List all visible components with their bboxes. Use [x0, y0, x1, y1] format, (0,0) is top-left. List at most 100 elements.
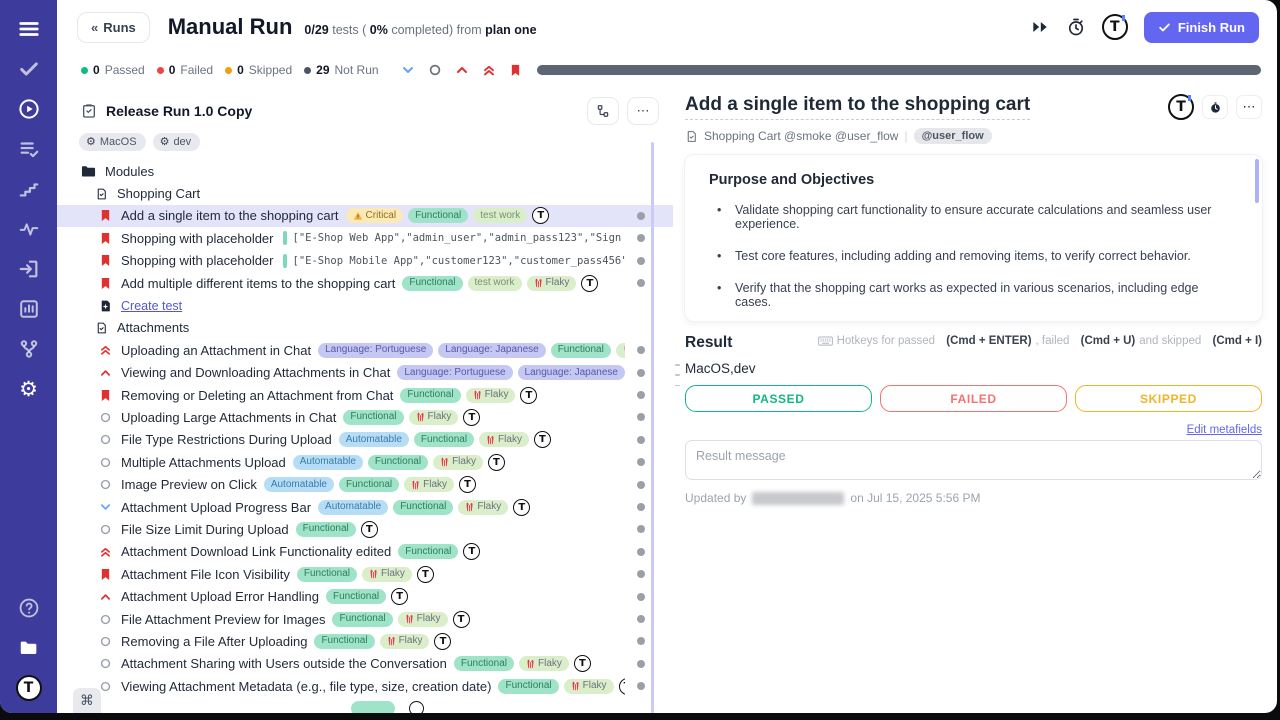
description-scrollbar[interactable] [1255, 159, 1259, 203]
settings-gear-icon[interactable]: ⚙ [19, 377, 38, 401]
reports-chart-icon[interactable] [16, 296, 42, 322]
pulse-icon[interactable] [16, 216, 42, 242]
testomat-badge-icon[interactable]: T [416, 565, 434, 583]
timer-icon[interactable] [1066, 17, 1086, 37]
testomat-badge-icon[interactable]: T [463, 543, 481, 561]
help-icon[interactable] [16, 595, 42, 621]
create-test-link[interactable]: Create test [121, 298, 183, 313]
test-row[interactable]: Attachment Upload Progress Bar Automatabl… [57, 496, 673, 518]
row-drag-dot[interactable] [637, 413, 645, 422]
testomat-badge-icon[interactable]: T [532, 207, 550, 225]
testomat-badge-icon[interactable]: T [513, 498, 531, 516]
import-icon[interactable] [16, 256, 42, 282]
test-row[interactable]: Viewing Attachment Metadata (e.g., file … [57, 675, 673, 697]
filter-double-chevron-up-icon[interactable] [482, 63, 496, 77]
row-drag-dot[interactable] [637, 346, 645, 355]
row-drag-dot[interactable] [637, 525, 645, 534]
row-drag-dot[interactable] [637, 615, 645, 623]
test-row[interactable]: Attachment Download Link Functionality e… [57, 541, 673, 563]
plans-list-icon[interactable] [16, 136, 42, 162]
row-drag-dot[interactable] [637, 458, 645, 467]
edit-metafields-link[interactable]: Edit metafields [1186, 424, 1262, 436]
tag-macos[interactable]: ⚙ MacOS [79, 133, 146, 151]
test-row[interactable]: Uploading an Attachment in Chat Language:… [57, 339, 673, 361]
row-drag-dot[interactable] [637, 637, 645, 646]
test-more-button[interactable]: ⋯ [1236, 95, 1262, 119]
testomat-badge-icon[interactable]: T [360, 520, 378, 538]
ai-assistant-logo[interactable]: T [1101, 14, 1128, 40]
testomat-badge-icon[interactable]: T [533, 431, 551, 449]
row-drag-dot[interactable] [637, 391, 645, 400]
row-drag-dot[interactable] [637, 592, 645, 601]
test-row[interactable]: Viewing and Downloading Attachments in C… [57, 362, 673, 384]
filter-chevron-down-icon[interactable] [401, 63, 415, 77]
row-drag-dot[interactable] [637, 570, 645, 579]
test-row[interactable]: Attachment File Icon Visibility Functiona… [57, 563, 673, 585]
run-more-button[interactable]: ⋯ [627, 97, 659, 125]
test-row[interactable]: Multiple Attachments Upload Automatable Fu… [57, 451, 673, 473]
testomat-badge-icon[interactable]: T [487, 453, 505, 471]
test-breadcrumb[interactable]: Shopping Cart @smoke @user_flow [704, 129, 899, 143]
row-drag-dot[interactable] [637, 234, 645, 243]
row-drag-dot[interactable] [637, 368, 645, 377]
menu-icon[interactable] [16, 16, 42, 42]
failed-button[interactable]: FAILED [880, 385, 1067, 412]
list-scrollbar[interactable] [650, 142, 654, 713]
finish-run-button[interactable]: Finish Run [1143, 11, 1259, 43]
testomat-badge-icon[interactable]: T [581, 274, 599, 292]
test-row-clipped[interactable] [57, 697, 673, 713]
row-drag-dot[interactable] [637, 279, 645, 288]
testomat-badge-icon[interactable]: T [573, 655, 591, 673]
passed-button[interactable]: PASSED [685, 385, 872, 412]
skipped-button[interactable]: SKIPPED [1075, 385, 1262, 412]
create-test-row[interactable]: Create test [57, 294, 673, 316]
row-drag-dot[interactable] [637, 435, 645, 444]
steps-icon[interactable] [16, 176, 42, 202]
test-row[interactable]: Shopping with placeholder ["E-Shop Web Ap… [57, 227, 673, 249]
testomat-badge-icon[interactable]: T [459, 476, 477, 494]
test-row[interactable]: File Type Restrictions During Upload Auto… [57, 429, 673, 451]
suite-row[interactable]: Shopping Cart [57, 182, 673, 204]
row-drag-dot[interactable] [637, 211, 645, 220]
test-description-card[interactable]: Purpose and Objectives Validate shopping… [685, 155, 1262, 321]
tests-check-icon[interactable] [16, 56, 42, 82]
test-row[interactable]: File Attachment Preview for Images Functi… [57, 608, 673, 630]
test-row[interactable]: Add a single item to the shopping cart Cr… [57, 204, 673, 228]
row-drag-dot[interactable] [637, 682, 645, 691]
test-ai-logo[interactable]: T [1168, 94, 1194, 120]
tree-view-button[interactable] [587, 97, 619, 125]
suite-row[interactable]: Attachments [57, 317, 673, 339]
test-row[interactable]: Attachment Upload Error Handling Function… [57, 585, 673, 607]
testomat-logo[interactable]: T [15, 675, 42, 701]
row-drag-dot[interactable] [637, 547, 645, 556]
branch-icon[interactable] [16, 336, 42, 362]
back-to-runs-button[interactable]: « Runs [77, 11, 150, 43]
runs-play-icon[interactable] [16, 96, 42, 122]
tag-dev[interactable]: ⚙ dev [152, 133, 201, 151]
testomat-badge-icon[interactable]: T [463, 408, 481, 426]
test-row[interactable]: Add multiple different items to the shop… [57, 272, 673, 294]
testomat-badge-icon[interactable]: T [391, 588, 409, 606]
test-row[interactable]: Attachment Sharing with Users outside th… [57, 653, 673, 675]
row-drag-dot[interactable] [637, 480, 645, 489]
testomat-badge-icon[interactable]: T [452, 610, 470, 628]
testomat-badge-icon[interactable]: T [434, 632, 452, 650]
fast-forward-icon[interactable] [1030, 17, 1050, 37]
panel-divider[interactable] [673, 86, 682, 713]
test-title[interactable]: Add a single item to the shopping cart [685, 94, 1031, 120]
testomat-badge-icon[interactable]: T [618, 677, 625, 695]
row-drag-dot[interactable] [637, 659, 645, 668]
stopwatch-button[interactable] [1202, 95, 1228, 119]
test-row[interactable]: Uploading Large Attachments in Chat Funct… [57, 406, 673, 428]
test-row[interactable]: Removing a File After Uploading Functiona… [57, 630, 673, 652]
row-drag-dot[interactable] [637, 503, 645, 512]
hotkeys-cmd-button[interactable]: ⌘ [73, 688, 101, 713]
test-row[interactable]: Shopping with placeholder ["E-Shop Mobile… [57, 250, 673, 272]
tag-user-flow[interactable]: @user_flow [913, 128, 992, 144]
projects-folder-icon[interactable] [16, 635, 42, 661]
test-row[interactable]: File Size Limit During Upload Functional T [57, 518, 673, 540]
result-message-input[interactable] [685, 440, 1262, 480]
test-row[interactable]: Removing or Deleting an Attachment from … [57, 384, 673, 406]
tree-root-modules[interactable]: Modules [57, 160, 673, 182]
test-row[interactable]: Image Preview on Click Automatable Functio… [57, 473, 673, 495]
